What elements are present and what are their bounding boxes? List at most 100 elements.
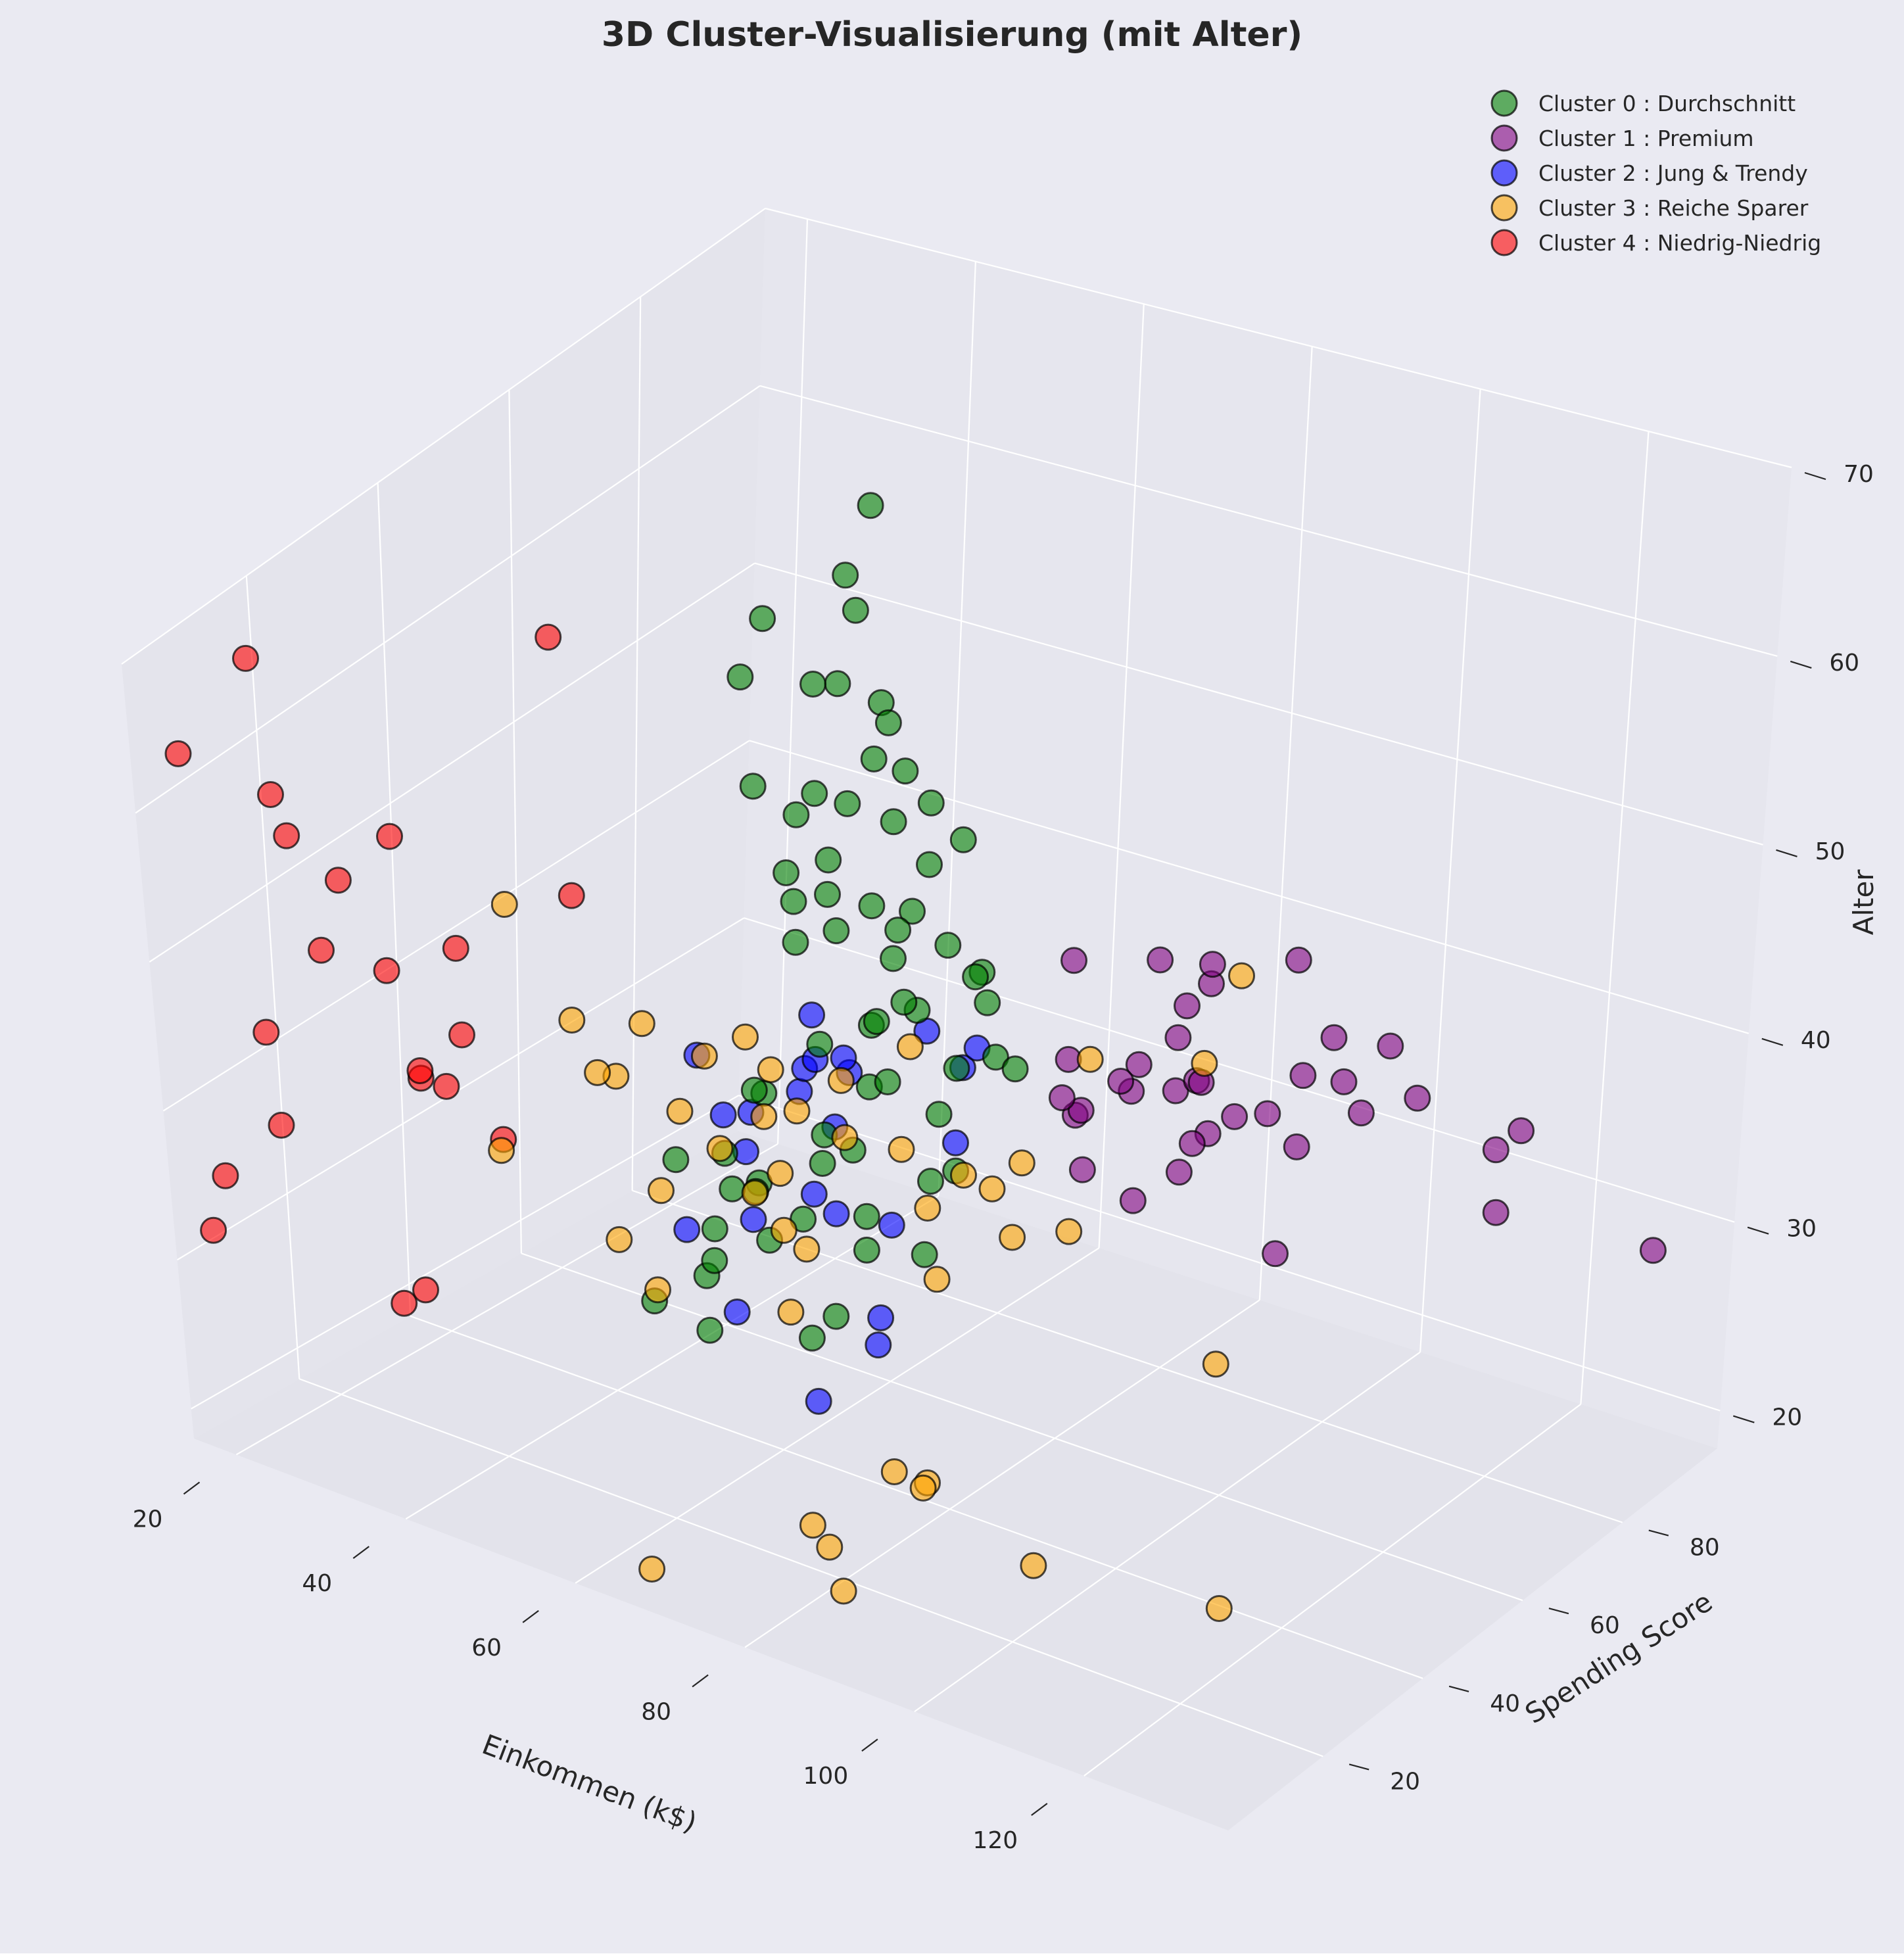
data-point-cluster-0 xyxy=(834,790,861,817)
data-point-cluster-0 xyxy=(874,1068,901,1095)
data-point-cluster-3 xyxy=(978,1175,1006,1203)
data-point-cluster-0 xyxy=(798,1324,826,1352)
data-point-cluster-0 xyxy=(853,1203,880,1230)
z-tick-mark xyxy=(1732,1415,1755,1423)
x-tick-mark xyxy=(1031,1803,1048,1816)
data-point-cluster-4 xyxy=(200,1216,227,1244)
data-point-cluster-3 xyxy=(1191,1049,1218,1077)
y-tick-mark xyxy=(1548,1608,1569,1615)
legend-entry: Cluster 1 : Premium xyxy=(1538,126,1754,151)
data-point-cluster-3 xyxy=(950,1161,977,1189)
legend-marker xyxy=(1490,89,1518,117)
z-tick-mark xyxy=(1790,660,1812,669)
grid-line-x-floor xyxy=(1083,1403,1582,1777)
z-tick-mark xyxy=(1761,1038,1784,1046)
x-tick-mark xyxy=(183,1481,201,1495)
data-point-cluster-1 xyxy=(1347,1099,1375,1127)
data-point-cluster-0 xyxy=(701,1247,728,1274)
data-point-cluster-0 xyxy=(934,932,962,959)
data-point-cluster-0 xyxy=(696,1316,724,1344)
grid-line-x-back xyxy=(1098,304,1145,1249)
data-point-cluster-3 xyxy=(628,1010,655,1038)
legend-marker xyxy=(1490,159,1518,187)
data-point-cluster-2 xyxy=(830,1044,857,1072)
grid-line-x-back xyxy=(776,219,809,1144)
y-tick-mark xyxy=(1648,1529,1669,1537)
data-point-cluster-3 xyxy=(888,1135,915,1163)
grid-line-z-back xyxy=(754,562,1763,846)
data-point-cluster-0 xyxy=(782,928,809,956)
data-point-cluster-0 xyxy=(874,709,902,736)
data-point-cluster-0 xyxy=(773,859,800,886)
data-point-cluster-3 xyxy=(770,1216,797,1244)
data-point-cluster-3 xyxy=(1020,1552,1047,1579)
data-point-cluster-2 xyxy=(867,1304,895,1331)
data-point-cluster-4 xyxy=(257,781,284,808)
legend-entry: Cluster 4 : Niedrig-Niedrig xyxy=(1538,230,1821,256)
data-point-cluster-3 xyxy=(896,1033,924,1061)
grid-line-x-floor xyxy=(575,1247,1100,1584)
y-tick-label: 20 xyxy=(1390,1768,1420,1795)
data-point-cluster-3 xyxy=(638,1556,666,1583)
data-point-cluster-3 xyxy=(732,1023,759,1051)
data-point-cluster-0 xyxy=(782,801,810,828)
data-point-cluster-1 xyxy=(1254,1100,1281,1128)
x-tick-mark xyxy=(692,1674,709,1688)
grid-line-y-left xyxy=(508,389,522,1254)
data-point-cluster-1 xyxy=(1164,1024,1192,1051)
data-point-cluster-0 xyxy=(806,1030,834,1058)
grid-line-z-left xyxy=(135,385,761,814)
grid-line-x-floor xyxy=(405,1195,939,1520)
data-point-cluster-3 xyxy=(827,1066,855,1094)
grid-line-z-left xyxy=(149,562,755,963)
data-point-cluster-0 xyxy=(701,1215,728,1243)
data-point-cluster-0 xyxy=(949,826,977,853)
grid-lines xyxy=(121,207,1792,1777)
z-tick-label: 70 xyxy=(1844,461,1874,488)
grid-line-y-floor xyxy=(298,1378,1323,1757)
data-point-cluster-4 xyxy=(164,740,192,767)
data-point-cluster-3 xyxy=(644,1276,671,1304)
data-point-cluster-1 xyxy=(1178,1130,1206,1157)
data-point-cluster-3 xyxy=(757,1056,784,1084)
grid-line-z-left xyxy=(177,917,745,1261)
grid-line-x-back xyxy=(1419,389,1481,1352)
data-point-cluster-3 xyxy=(558,1007,586,1034)
data-point-cluster-1 xyxy=(1199,951,1226,978)
y-tick-label: 80 xyxy=(1690,1535,1720,1562)
z-tick-label: 60 xyxy=(1829,650,1859,677)
grid-line-z-back xyxy=(765,207,1792,469)
data-point-cluster-0 xyxy=(860,745,888,773)
data-point-cluster-4 xyxy=(535,623,562,651)
grid-line-y-left xyxy=(631,297,642,1191)
data-point-cluster-3 xyxy=(816,1533,844,1561)
z-tick-mark xyxy=(1776,849,1797,857)
grid-line-x-back xyxy=(1258,346,1313,1300)
data-point-cluster-0 xyxy=(858,892,886,920)
y-tick-label: 40 xyxy=(1490,1690,1520,1717)
data-point-cluster-1 xyxy=(1147,946,1174,974)
data-point-cluster-3 xyxy=(999,1224,1026,1251)
data-point-cluster-0 xyxy=(726,663,754,691)
data-point-cluster-3 xyxy=(914,1195,941,1222)
data-point-cluster-1 xyxy=(1482,1136,1510,1164)
data-point-cluster-0 xyxy=(719,1175,746,1203)
data-point-cluster-3 xyxy=(1055,1218,1083,1245)
data-point-cluster-2 xyxy=(822,1200,850,1228)
data-point-cluster-4 xyxy=(391,1289,418,1317)
data-point-cluster-1 xyxy=(1068,1156,1096,1183)
data-point-cluster-1 xyxy=(1285,946,1312,974)
chart-title: 3D Cluster-Visualisierung (mit Alter) xyxy=(602,15,1302,55)
data-point-cluster-0 xyxy=(962,963,989,991)
data-point-cluster-0 xyxy=(822,917,850,945)
data-point-cluster-3 xyxy=(783,1097,811,1125)
legend: Cluster 0 : Durchschnitt Cluster 1 : Prem… xyxy=(1490,89,1821,256)
x-tick-mark xyxy=(352,1546,369,1559)
grid-line-x-floor xyxy=(914,1351,1421,1713)
grid-line-z-left xyxy=(191,1095,740,1410)
data-point-cluster-1 xyxy=(1048,1084,1076,1112)
data-point-cluster-3 xyxy=(1202,1350,1229,1378)
data-point-cluster-0 xyxy=(824,670,851,698)
